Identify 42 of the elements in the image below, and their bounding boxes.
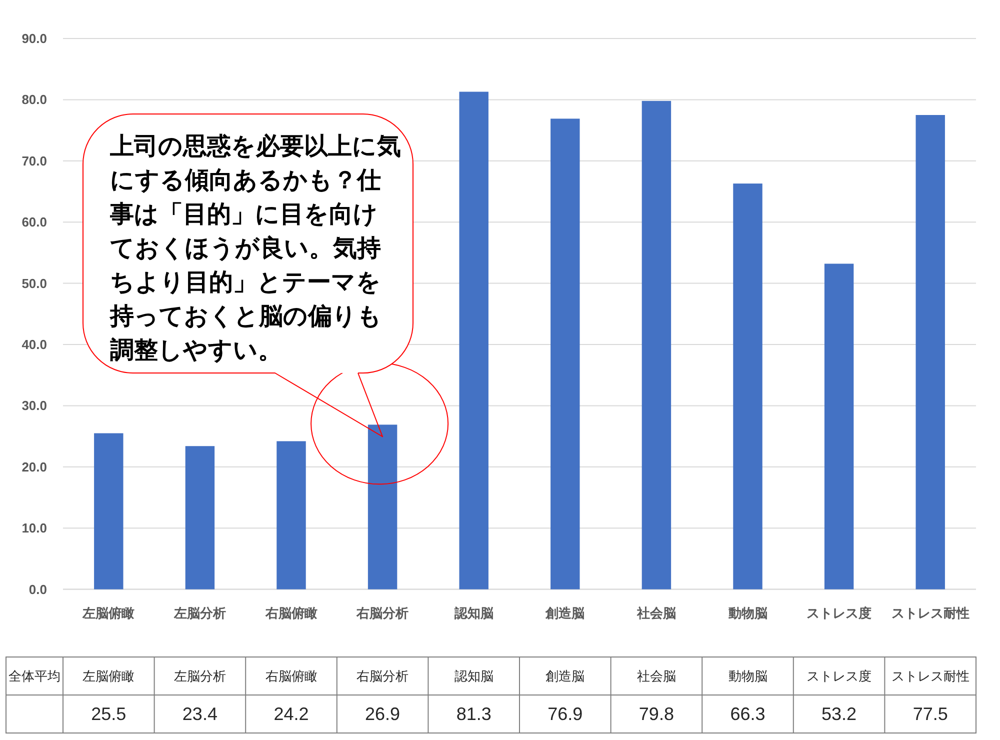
table-category-label: 創造脳 — [546, 668, 585, 684]
y-tick-label: 40.0 — [22, 337, 47, 352]
data-label: 23.4 — [182, 704, 218, 724]
x-tick-label: ストレス耐性 — [891, 606, 970, 620]
data-label: 53.2 — [822, 704, 857, 724]
data-label: 77.5 — [912, 704, 948, 724]
data-label: 66.3 — [730, 704, 766, 724]
table-category-label: 右脳俯瞰 — [265, 668, 318, 684]
table-category-label: 動物脳 — [728, 668, 768, 684]
x-tick-label: 認知脳 — [454, 606, 494, 620]
y-tick-label: 0.0 — [28, 582, 47, 597]
y-tick-label: 60.0 — [22, 214, 47, 230]
data-label: 24.2 — [274, 704, 309, 724]
y-tick-label: 10.0 — [22, 520, 47, 536]
x-tick-label: 左脳分析 — [174, 606, 226, 620]
table-category-label: 認知脳 — [454, 668, 494, 684]
x-tick-label: 右脳分析 — [356, 606, 409, 620]
table-category-label: 左脳分析 — [174, 668, 226, 684]
data-label: 79.8 — [638, 704, 674, 724]
y-tick-label: 50.0 — [22, 276, 47, 291]
data-label: 81.3 — [456, 704, 492, 724]
data-label: 76.9 — [548, 704, 583, 724]
y-tick-label: 90.0 — [22, 31, 47, 46]
table-category-label: ストレス耐性 — [891, 668, 970, 684]
x-tick-label: ストレス度 — [806, 606, 872, 620]
series-name: 全体平均 — [8, 668, 60, 684]
y-tick-label: 70.0 — [22, 153, 47, 168]
data-label: 25.5 — [91, 704, 126, 724]
table-category-label: 左脳俯瞰 — [82, 668, 135, 684]
x-tick-label: 動物脳 — [728, 606, 768, 620]
table-category-label: ストレス度 — [806, 668, 872, 684]
y-tick-label: 80.0 — [22, 92, 47, 108]
table-category-label: 右脳分析 — [356, 668, 409, 684]
x-tick-label: 社会脳 — [636, 606, 676, 620]
annotation: 上司の思惑を必要以上に気にする傾向あるかも？仕事は「目的」に目を向けておくほうが良い。気持ちより目的」とテーマを持っておくと脳の偏りも調整しやすい。 — [110, 133, 401, 364]
x-tick-label: 右脳俯瞰 — [265, 606, 318, 620]
y-tick-label: 30.0 — [22, 398, 47, 414]
x-tick-label: 創造脳 — [546, 606, 585, 620]
y-tick-label: 20.0 — [22, 459, 47, 474]
data-label: 26.9 — [365, 704, 400, 724]
table-category-label: 社会脳 — [636, 668, 676, 684]
x-tick-label: 左脳俯瞰 — [82, 606, 135, 620]
